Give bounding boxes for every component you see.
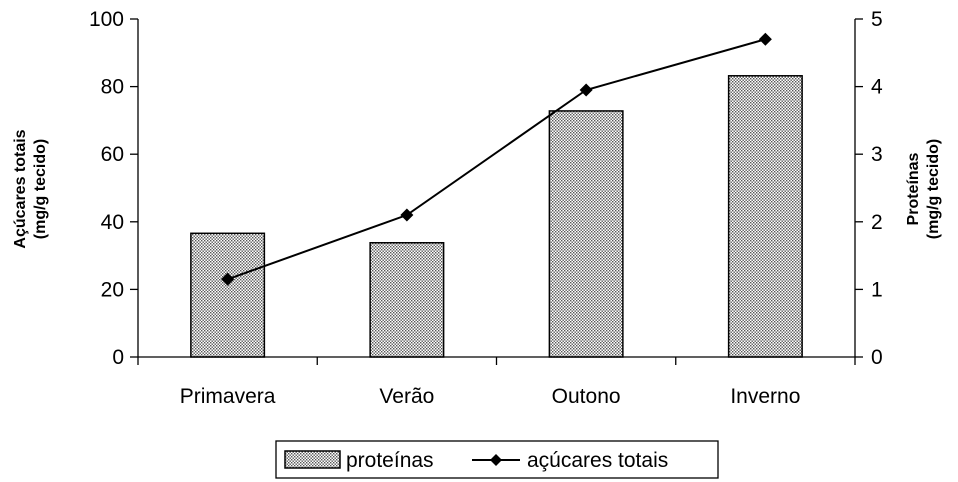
right-tick-label: 4 [871,76,883,99]
marker-acucares [221,272,235,286]
bar-proteinas [548,110,624,358]
left-axis: 0 20 40 60 80 100 [89,8,139,369]
category-label: Inverno [730,385,800,408]
right-tick-label: 0 [871,346,883,369]
right-tick-label: 3 [871,143,883,166]
legend-label-proteinas: proteínas [346,449,434,472]
x-axis [137,356,856,365]
left-tick-label: 80 [101,76,124,99]
right-tick-label: 1 [871,278,883,301]
right-axis-title-line1: Proteínas [905,152,922,225]
bar-series-proteinas [190,75,803,358]
marker-acucares [579,83,593,97]
legend: proteínas açúcares totais [275,440,719,479]
legend-diamond-marker [490,454,502,466]
right-tick-label: 2 [871,211,883,234]
left-axis-title-line1: Açúcares totais [12,129,29,248]
category-label: Primavera [180,385,276,408]
marker-acucares [400,208,414,222]
left-axis-title: Açúcares totais (mg/g tecido) [12,129,49,248]
legend-bar-swatch [284,450,341,469]
marker-acucares [758,32,772,46]
right-axis-title-line2: (mg/g tecido) [925,139,942,239]
right-axis-title: Proteínas (mg/g tecido) [905,139,942,239]
right-tick-label: 5 [871,8,883,31]
bar-proteinas [190,232,266,358]
left-tick-label: 60 [101,143,124,166]
category-label: Outono [552,385,621,408]
right-axis: 0 1 2 3 4 5 [854,8,883,369]
left-tick-label: 100 [89,8,124,31]
bar-proteinas [369,242,445,358]
left-tick-label: 0 [112,346,124,369]
legend-label-acucares: açúcares totais [527,449,668,472]
bar-proteinas [727,75,803,358]
left-tick-label: 40 [101,211,124,234]
category-labels: Primavera Verão Outono Inverno [180,385,801,408]
line-acucares [227,38,766,281]
left-axis-title-line2: (mg/g tecido) [32,139,49,239]
left-tick-label: 20 [101,278,124,301]
category-label: Verão [379,385,434,408]
line-series-acucares [221,32,772,286]
